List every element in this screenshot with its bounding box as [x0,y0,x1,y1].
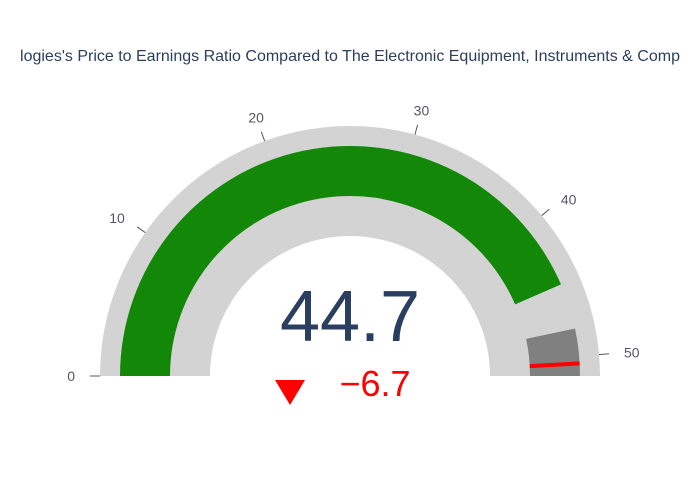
gauge-tick [261,132,264,141]
gauge-tick [137,227,145,233]
gauge-tick [542,209,550,215]
gauge-tick-label: 20 [248,110,264,126]
delta-value-text: −6.7 [339,363,410,404]
gauge-tick [415,125,418,135]
gauge-tick-label: 30 [414,102,430,118]
gauge-tick [599,354,609,355]
delta-arrow-down-icon [275,380,305,405]
gauge-tick-label: 50 [624,344,640,360]
gauge-svg: 0 10 20 30 40 50 44.7 −6.7 [0,76,700,416]
gauge-tick-label: 0 [67,368,75,384]
gauge-tick-label: 40 [561,192,577,208]
title-text: logies's Price to Earnings Ratio Compare… [20,48,680,65]
gauge-value-text: 44.7 [280,277,420,357]
gauge-threshold [530,363,580,366]
gauge-tick-label: 10 [109,210,125,226]
gauge-delta: −6.7 [275,363,411,405]
gauge-chart: 0 10 20 30 40 50 44.7 −6.7 [0,76,700,416]
chart-title: logies's Price to Earnings Ratio Compare… [0,0,700,66]
